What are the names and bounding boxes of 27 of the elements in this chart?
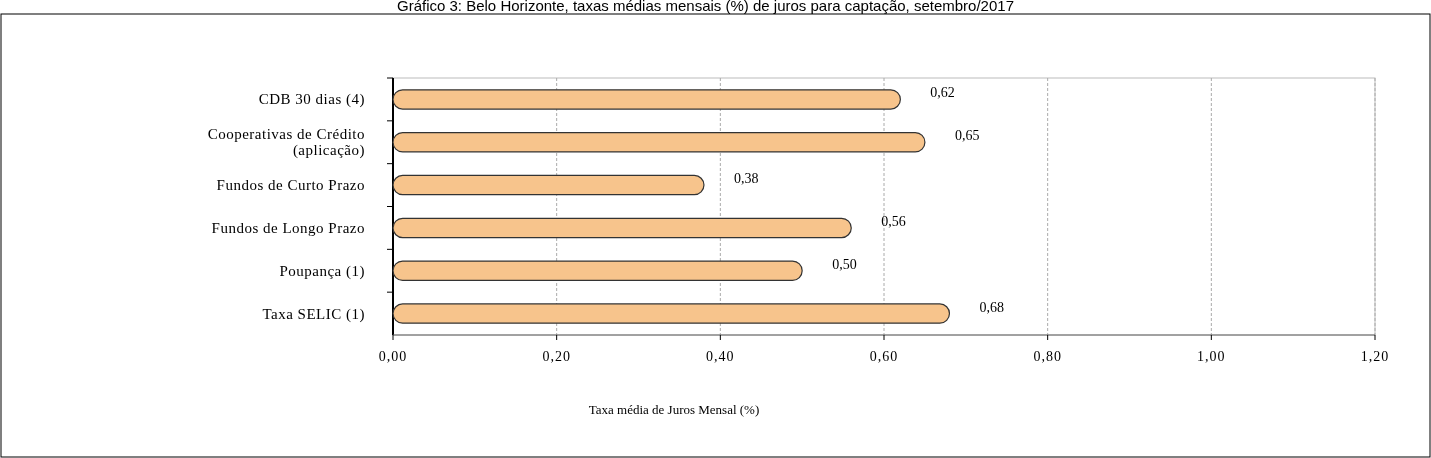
data-label: 0,56 [881, 213, 906, 229]
y-tick-label: Fundos de Longo Prazo [211, 219, 365, 236]
x-axis-title: Taxa média de Juros Mensal (%) [588, 402, 760, 417]
data-label: 0,65 [954, 128, 980, 144]
bar [392, 132, 926, 153]
data-label: 0,62 [930, 85, 955, 101]
x-tick-label: 0,20 [542, 349, 571, 364]
bar [392, 303, 951, 324]
data-label: 0,68 [979, 299, 1004, 315]
x-tick-label: 0,00 [378, 349, 408, 364]
y-tick-label: Fundos de Curto Prazo [216, 177, 365, 194]
x-tick-label: 0,80 [1033, 349, 1062, 364]
data-label: 0,50 [832, 256, 857, 272]
y-tick-label: Taxa SELIC (1) [262, 305, 365, 323]
bar [392, 174, 705, 196]
x-tick-label: 0,40 [706, 349, 735, 364]
y-tick-label: Cooperativas de Crédito (aplicação) [207, 126, 365, 160]
bar [392, 260, 803, 281]
y-tick-label: Poupança (1) [279, 262, 365, 280]
x-tick-label: 1,00 [1197, 349, 1226, 364]
data-label: 0,38 [733, 171, 759, 187]
bar [392, 217, 852, 239]
bar [392, 89, 901, 110]
chart-title: Gráfico 3: Belo Horizonte, taxas médias mensais (%) de juros para captação, setembro/2017 [397, 0, 1014, 14]
x-tick-label: 1,20 [1360, 349, 1390, 364]
x-tick-label: 0,60 [869, 349, 899, 364]
y-tick-label: CDB 30 dias (4) [258, 91, 365, 109]
